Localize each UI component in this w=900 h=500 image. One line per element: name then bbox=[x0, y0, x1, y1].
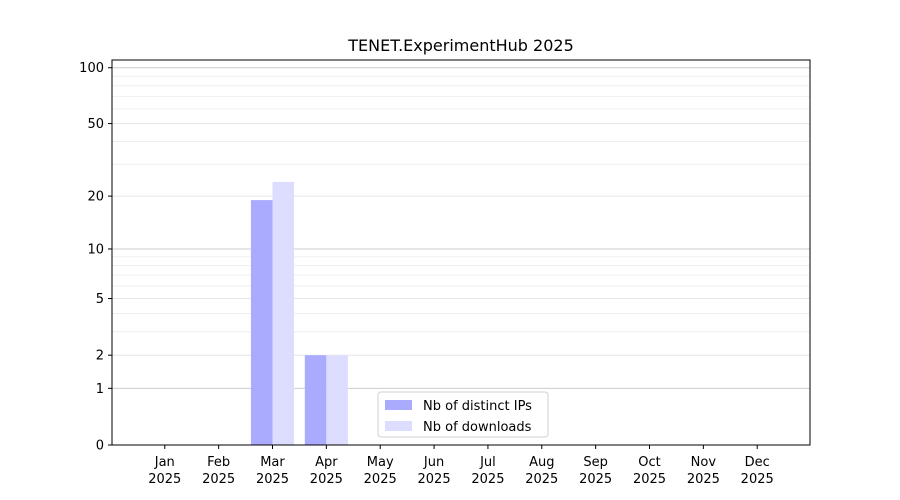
chart-title: TENET.ExperimentHub 2025 bbox=[347, 36, 574, 55]
x-tick-label-year: 2025 bbox=[741, 472, 774, 487]
x-tick-label-month: Jun bbox=[423, 455, 444, 470]
axes: 0 1 2 5 10 20 50 100 Jan 2025 Feb 2025 Mar 2025 Apr 202… bbox=[79, 59, 811, 487]
bar-distinct-ips bbox=[304, 355, 327, 445]
y-tick-label: 1 bbox=[96, 382, 104, 397]
legend-box bbox=[377, 391, 549, 438]
bar-downloads bbox=[326, 355, 348, 445]
x-tick-label-year: 2025 bbox=[579, 472, 612, 487]
x-tick-label-year: 2025 bbox=[256, 472, 289, 487]
x-tick-label-month: Jan bbox=[154, 455, 175, 470]
grid-lines bbox=[112, 67, 810, 446]
bars bbox=[250, 181, 348, 446]
x-tick-label-year: 2025 bbox=[633, 472, 666, 487]
x-tick-label-month: Sep bbox=[583, 455, 608, 470]
y-tick-label: 2 bbox=[96, 349, 104, 364]
x-tick-label-year: 2025 bbox=[148, 472, 181, 487]
x-tick-label-month: Nov bbox=[691, 455, 717, 470]
legend-swatch bbox=[385, 400, 412, 410]
y-tick-label: 100 bbox=[79, 61, 104, 76]
bar-distinct-ips bbox=[250, 200, 273, 445]
y-tick-label: 20 bbox=[87, 190, 104, 205]
x-tick-label-year: 2025 bbox=[687, 472, 720, 487]
x-tick-label-month: Mar bbox=[260, 455, 285, 470]
x-tick-label-year: 2025 bbox=[310, 472, 343, 487]
legend: Nb of distinct IPs Nb of downloads bbox=[377, 391, 549, 438]
x-tick-label-month: May bbox=[367, 455, 394, 470]
x-tick-label-month: Apr bbox=[315, 455, 338, 470]
legend-label: Nb of distinct IPs bbox=[423, 399, 532, 414]
x-tick-label-year: 2025 bbox=[202, 472, 235, 487]
y-tick-label: 0 bbox=[96, 439, 104, 454]
plot-frame bbox=[111, 59, 811, 446]
y-tick-label: 50 bbox=[87, 117, 104, 132]
legend-label: Nb of downloads bbox=[423, 420, 532, 435]
legend-swatch bbox=[385, 421, 412, 431]
y-tick-label: 5 bbox=[96, 292, 104, 307]
x-tick-label-year: 2025 bbox=[364, 472, 397, 487]
x-tick-label-year: 2025 bbox=[525, 472, 558, 487]
bar-downloads bbox=[272, 181, 295, 446]
x-tick-label-year: 2025 bbox=[471, 472, 504, 487]
x-tick-label-month: Oct bbox=[638, 455, 660, 470]
x-tick-label-month: Feb bbox=[207, 455, 230, 470]
x-tick-label-month: Jul bbox=[479, 455, 496, 470]
y-tick-label: 10 bbox=[87, 242, 104, 257]
x-tick-label-year: 2025 bbox=[418, 472, 451, 487]
x-tick-label-month: Aug bbox=[529, 455, 554, 470]
x-tick-label-month: Dec bbox=[745, 455, 770, 470]
